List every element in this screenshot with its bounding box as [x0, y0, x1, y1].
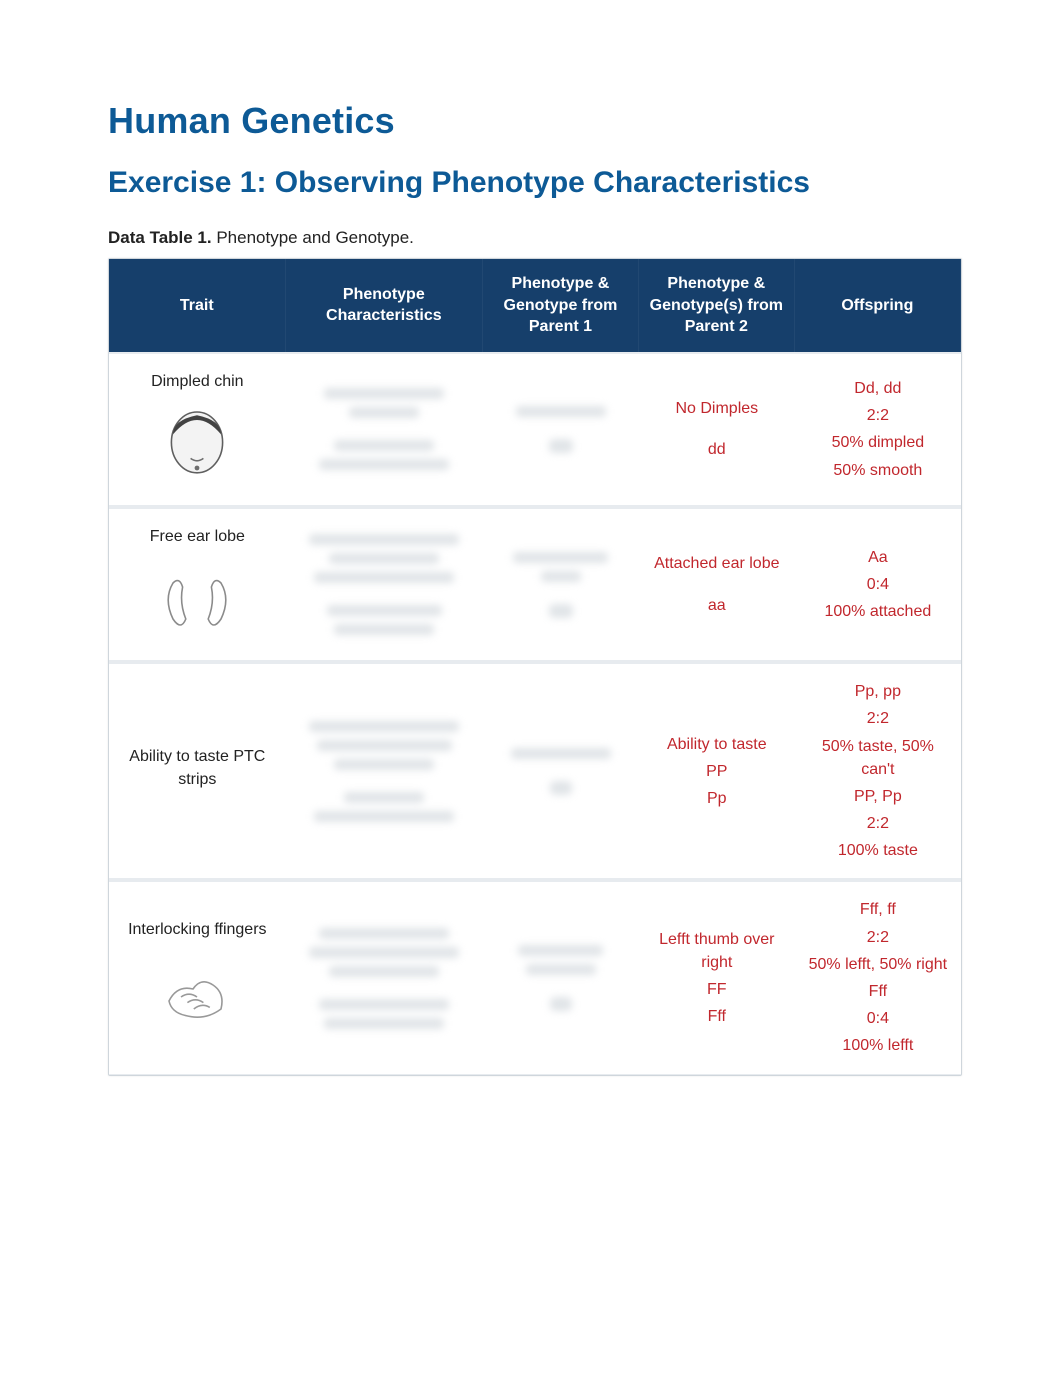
face-chin-icon — [157, 404, 237, 484]
table-caption: Data Table 1. Phenotype and Genotype. — [108, 228, 962, 248]
parent2-value: Ability to tastePPPp — [649, 733, 785, 811]
offspring-cell: Aa0:4100% attached — [795, 506, 961, 661]
trait-illustration — [119, 554, 276, 644]
table-row: Ability to taste PTC strips Ability to ta… — [109, 661, 961, 879]
table-caption-rest: Phenotype and Genotype. — [212, 228, 414, 247]
offspring-cell: Pp, pp2:250% taste, 50% can'tPP, Pp2:210… — [795, 661, 961, 879]
blurred-content — [493, 748, 629, 795]
trait-illustration — [119, 399, 276, 489]
parent1-cell — [483, 352, 639, 506]
parent2-value: No Dimplesdd — [649, 397, 785, 461]
hands-icon — [157, 953, 237, 1033]
trait-cell: Dimpled chin — [109, 352, 286, 506]
col-header-trait: Trait — [109, 259, 286, 352]
table-row: Interlocking ffingers Lefft thumb over r… — [109, 879, 961, 1074]
parent1-cell — [483, 661, 639, 879]
trait-label: Free ear lobe — [119, 525, 276, 548]
parent2-value: Lefft thumb over rightFFFff — [649, 928, 785, 1029]
characteristics-cell — [286, 879, 483, 1074]
data-table: Trait Phenotype Characteristics Phenotyp… — [108, 258, 962, 1076]
ears-icon — [157, 559, 237, 639]
offspring-value: Pp, pp2:250% taste, 50% can'tPP, Pp2:210… — [805, 680, 951, 862]
blurred-content — [493, 406, 629, 453]
exercise-title: Exercise 1: Observing Phenotype Characte… — [108, 166, 962, 200]
offspring-value: Aa0:4100% attached — [805, 546, 951, 624]
blurred-content — [296, 928, 473, 1029]
page-title: Human Genetics — [108, 100, 962, 142]
trait-cell: Free ear lobe — [109, 506, 286, 661]
parent2-value: Attached ear lobeaa — [649, 552, 785, 616]
table-row: Free ear lobe Attached ear lobeaa Aa0:410… — [109, 506, 961, 661]
characteristics-cell — [286, 352, 483, 506]
offspring-value: Fff, ff2:250% lefft, 50% rightFff0:4100%… — [805, 898, 951, 1057]
blurred-content — [296, 388, 473, 470]
offspring-value: Dd, dd2:250% dimpled50% smooth — [805, 377, 951, 482]
col-header-parent1: Phenotype & Genotype from Parent 1 — [483, 259, 639, 352]
blurred-content — [296, 721, 473, 822]
trait-label: Dimpled chin — [119, 370, 276, 393]
page: Human Genetics Exercise 1: Observing Phe… — [0, 0, 1062, 1136]
table-caption-bold: Data Table 1. — [108, 228, 212, 247]
blurred-content — [296, 534, 473, 635]
trait-cell: Interlocking ffingers — [109, 879, 286, 1074]
parent2-cell: Attached ear lobeaa — [639, 506, 795, 661]
parent2-cell: Ability to tastePPPp — [639, 661, 795, 879]
parent2-cell: Lefft thumb over rightFFFff — [639, 879, 795, 1074]
parent1-cell — [483, 506, 639, 661]
table-row: Dimpled chin No Dimplesdd Dd, dd2:250% di… — [109, 352, 961, 506]
trait-label: Interlocking ffingers — [119, 918, 276, 941]
blurred-content — [493, 945, 629, 1011]
blurred-content — [493, 552, 629, 618]
characteristics-cell — [286, 506, 483, 661]
col-header-offspring: Offspring — [795, 259, 961, 352]
table-header: Trait Phenotype Characteristics Phenotyp… — [109, 259, 961, 352]
trait-label: Ability to taste PTC strips — [119, 745, 276, 791]
parent2-cell: No Dimplesdd — [639, 352, 795, 506]
characteristics-cell — [286, 661, 483, 879]
offspring-cell: Fff, ff2:250% lefft, 50% rightFff0:4100%… — [795, 879, 961, 1074]
table-body: Dimpled chin No Dimplesdd Dd, dd2:250% di… — [109, 352, 961, 1075]
trait-cell: Ability to taste PTC strips — [109, 661, 286, 879]
trait-illustration — [119, 948, 276, 1038]
offspring-cell: Dd, dd2:250% dimpled50% smooth — [795, 352, 961, 506]
col-header-parent2: Phenotype & Genotype(s) from Parent 2 — [639, 259, 795, 352]
parent1-cell — [483, 879, 639, 1074]
col-header-characteristics: Phenotype Characteristics — [286, 259, 483, 352]
